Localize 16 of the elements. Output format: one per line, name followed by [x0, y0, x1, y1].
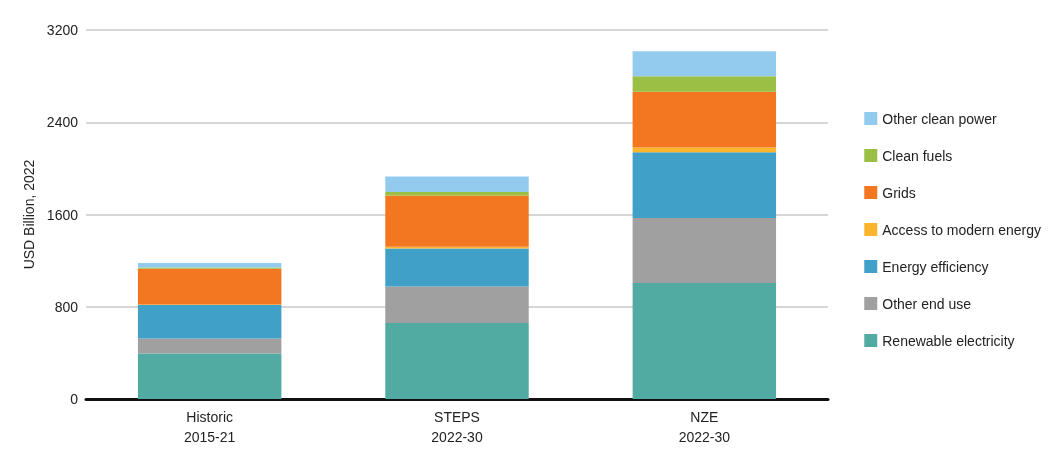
legend-label: Grids: [882, 184, 916, 201]
legend-label: Other clean power: [882, 110, 997, 127]
y-tick-label: 3200: [46, 22, 79, 38]
legend-label: Energy efficiency: [882, 258, 989, 275]
legend-label: Other end use: [882, 295, 972, 312]
y-tick-label: 0: [70, 391, 79, 407]
y-tick-label: 2400: [46, 114, 79, 131]
x-tick-label: STEPS 2022-30: [431, 409, 483, 445]
legend-label: Renewable electricity: [882, 332, 1015, 349]
x-tick-label: NZE 2022-30: [678, 409, 731, 445]
y-axis-title: USD Billion, 2022: [20, 159, 37, 270]
legend-label: Clean fuels: [882, 147, 953, 164]
y-tick-label: 1600: [46, 206, 79, 223]
x-tick-label: Historic 2015-21: [183, 409, 236, 445]
legend-label: Access to modern energy: [882, 221, 1042, 238]
y-tick-label: 800: [54, 298, 79, 315]
